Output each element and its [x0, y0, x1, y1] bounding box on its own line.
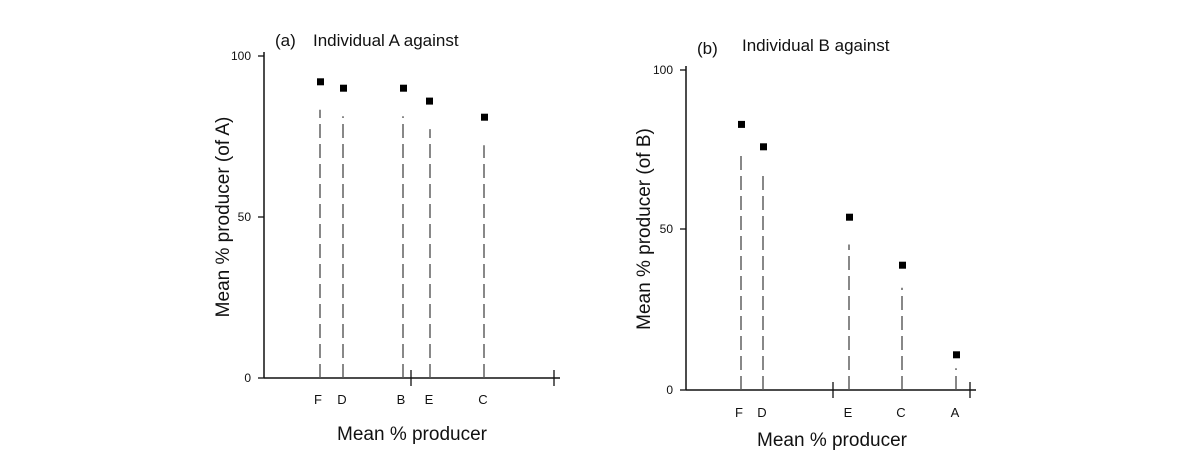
panel-b-y-tick-label-2: 100 — [653, 63, 673, 77]
panel-a-mark-2: B — [397, 84, 407, 407]
panel-b-mark-3: C — [896, 261, 906, 420]
panel-b-x-label-4: A — [951, 405, 960, 420]
panel-a-x-label-3: E — [425, 392, 434, 407]
panel-b-point-3 — [899, 261, 906, 269]
panel-a-y-tick-label-2: 100 — [231, 49, 251, 63]
panel-a-mark-4: C — [478, 113, 488, 407]
panel-a-y-tick-label-1: 50 — [238, 210, 252, 224]
panel-a-chart: (a) Individual A against Mean % producer… — [213, 31, 560, 445]
panel-a-x-label-2: B — [397, 392, 406, 407]
panel-b-mark-4: A — [951, 351, 960, 420]
panel-b-mark-1: D — [757, 143, 767, 420]
panel-a-point-3 — [426, 97, 433, 105]
panel-b-chart: (b) Individual B against Mean % producer… — [634, 36, 976, 451]
panel-a-point-4 — [481, 113, 488, 121]
panel-a-mark-0: F — [314, 78, 324, 407]
panel-a-y-axis-title: Mean % producer (of A) — [213, 117, 234, 318]
panel-b-x-label-3: C — [896, 405, 905, 420]
panel-b-marks: F D E C A — [735, 120, 960, 420]
panel-a-y-tick-label-0: 0 — [244, 371, 251, 385]
panel-a-marks: F D B E C — [314, 78, 488, 407]
panel-a-title: Individual A against — [313, 31, 459, 50]
panel-a-point-2 — [400, 84, 407, 92]
panel-a-x-label-0: F — [314, 392, 322, 407]
panel-b-x-label-1: D — [757, 405, 766, 420]
panel-a-x-axis-title: Mean % producer — [337, 424, 488, 445]
panel-b-y-tick-label-1: 50 — [660, 222, 674, 236]
panel-b-point-1 — [760, 143, 767, 151]
panel-b-y-tick-label-0: 0 — [666, 383, 673, 397]
panel-b-point-2 — [846, 213, 853, 221]
panel-a-x-label-1: D — [337, 392, 346, 407]
panel-a-mark-3: E — [425, 97, 434, 407]
panel-b-y-axis-title: Mean % producer (of B) — [634, 128, 655, 330]
panel-a-mark-1: D — [337, 84, 347, 407]
panel-b-x-label-2: E — [844, 405, 853, 420]
panel-b-title: Individual B against — [742, 36, 890, 55]
panel-b-point-0 — [738, 120, 745, 128]
panel-b-mark-2: E — [844, 213, 853, 420]
panel-b-label: (b) — [697, 39, 718, 58]
panel-b-point-4 — [953, 351, 960, 359]
panel-b-x-axis-title: Mean % producer — [757, 430, 908, 451]
panel-b-x-label-0: F — [735, 405, 743, 420]
panel-a-point-1 — [340, 84, 347, 92]
panel-a-label: (a) — [275, 31, 296, 50]
panel-a-point-0 — [317, 78, 324, 86]
panel-b-mark-0: F — [735, 120, 745, 420]
panel-a-x-label-4: C — [478, 392, 487, 407]
